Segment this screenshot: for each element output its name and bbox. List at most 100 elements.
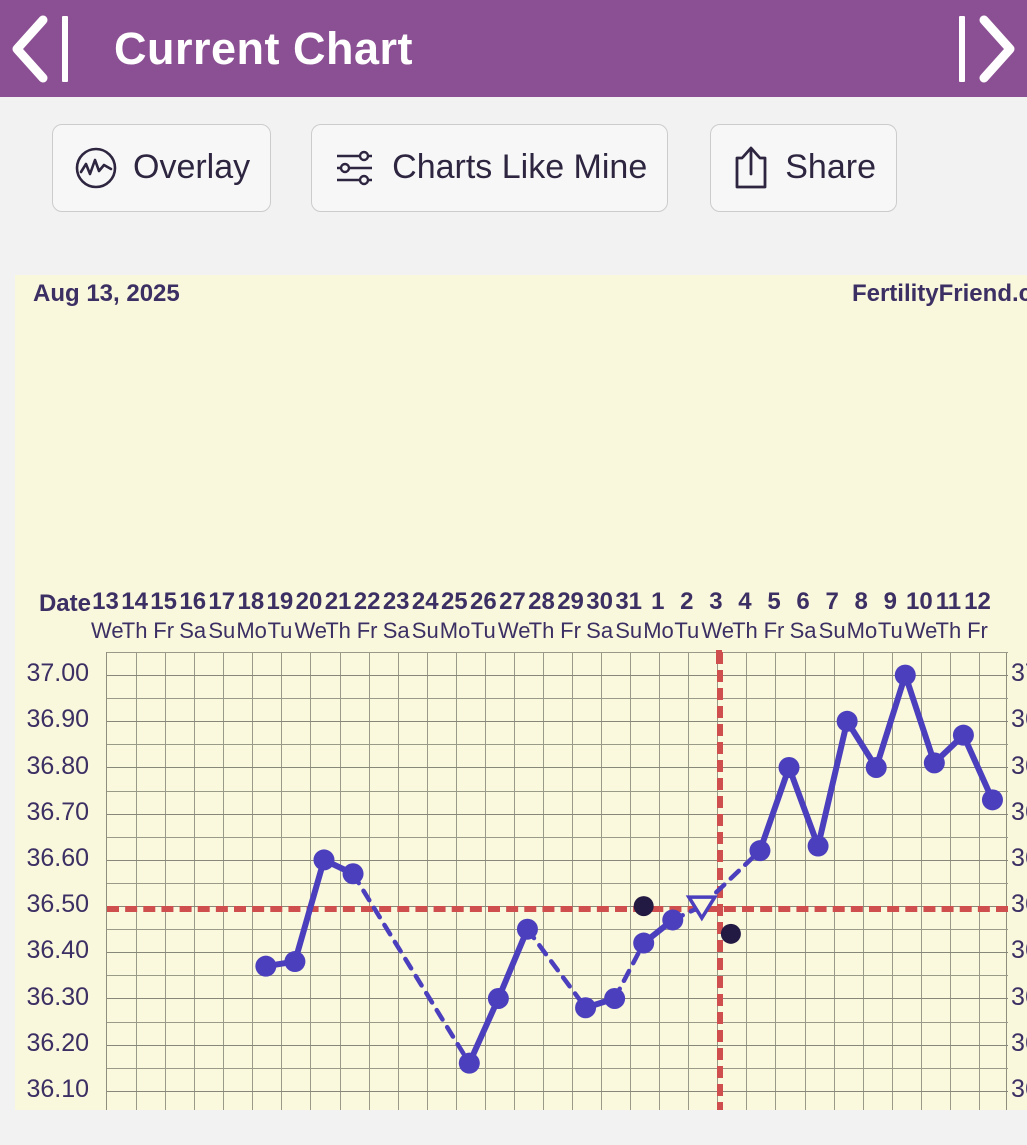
temp-point[interactable] bbox=[865, 757, 887, 778]
weekday-cell: Tu bbox=[470, 618, 496, 643]
discarded-temp-point[interactable] bbox=[633, 896, 654, 917]
gridline-horizontal bbox=[107, 975, 1008, 976]
gridline-vertical bbox=[979, 652, 980, 1110]
temp-point[interactable] bbox=[487, 988, 509, 1009]
page-title: Current Chart bbox=[114, 22, 414, 74]
temp-point[interactable] bbox=[836, 710, 858, 732]
date-cell: 13 bbox=[92, 588, 119, 615]
date-cell: 25 bbox=[440, 588, 468, 615]
weekday-cell: Su bbox=[615, 618, 643, 643]
gridline-vertical bbox=[281, 652, 282, 1110]
y-axis-tick-left: 36.30 bbox=[26, 982, 89, 1011]
y-axis-tick-right: 36.5 bbox=[1011, 890, 1027, 919]
temp-point[interactable] bbox=[284, 951, 306, 973]
gridline-vertical bbox=[659, 652, 660, 1110]
gridline-horizontal bbox=[107, 767, 1008, 768]
date-cell: 10 bbox=[905, 588, 933, 615]
date-cell: 5 bbox=[767, 588, 781, 615]
weekday-cell: We bbox=[91, 618, 124, 643]
gridline-vertical bbox=[601, 652, 602, 1110]
weekday-cell: We bbox=[904, 618, 938, 643]
temp-point[interactable] bbox=[778, 757, 800, 778]
weekday-cell: We bbox=[294, 618, 328, 643]
y-axis-tick-left: 36.20 bbox=[26, 1028, 89, 1057]
charts-like-mine-button[interactable]: Charts Like Mine bbox=[311, 123, 669, 212]
weekday-cell: Th bbox=[732, 618, 758, 643]
temp-point[interactable] bbox=[516, 918, 538, 940]
y-axis-tick-right: 36.2 bbox=[1011, 1028, 1027, 1057]
temp-point[interactable] bbox=[894, 664, 916, 686]
chevron-left-icon bbox=[9, 14, 53, 84]
ovulation-line bbox=[717, 652, 724, 1110]
temp-point[interactable] bbox=[458, 1052, 480, 1074]
gridline-vertical bbox=[863, 652, 864, 1110]
gridline-horizontal bbox=[107, 698, 1008, 699]
weekday-cell: Fr bbox=[763, 618, 785, 643]
weekday-cell: Mo bbox=[846, 618, 878, 643]
overlay-button[interactable]: Overlay bbox=[52, 123, 272, 212]
temp-segment-dashed bbox=[525, 926, 588, 1010]
chart-brand-label: FertilityFriend.c bbox=[851, 280, 1027, 307]
y-axis-tick-left: 37.00 bbox=[26, 659, 89, 688]
temp-point[interactable] bbox=[981, 789, 1003, 811]
coverline bbox=[107, 906, 1008, 913]
weekday-row: We Th Fr Sa Su Mo Tu We Th Fr Sa Su Mo Tu We Th Fr Sa Su Mo… bbox=[91, 618, 992, 644]
gridline-vertical bbox=[514, 652, 515, 1110]
forward-button[interactable] bbox=[965, 0, 1027, 97]
y-axis-tick-left: 36.40 bbox=[26, 936, 89, 965]
temp-point-open-marker[interactable] bbox=[685, 895, 718, 922]
gridline-vertical bbox=[310, 652, 311, 1110]
date-cell: 17 bbox=[208, 588, 236, 615]
gridline-horizontal bbox=[107, 791, 1008, 792]
gridline-horizontal bbox=[107, 952, 1008, 953]
temp-point[interactable] bbox=[342, 863, 364, 885]
weekday-cell: Th bbox=[528, 618, 555, 643]
temp-point[interactable] bbox=[749, 840, 771, 862]
gridline-vertical bbox=[223, 652, 224, 1110]
temp-point[interactable] bbox=[575, 997, 597, 1019]
date-cell: 11 bbox=[935, 588, 962, 615]
gridline-vertical bbox=[746, 652, 747, 1110]
sliders-icon bbox=[332, 147, 378, 189]
temp-point[interactable] bbox=[313, 849, 335, 871]
date-cell: 21 bbox=[324, 588, 352, 615]
gridline-horizontal bbox=[107, 998, 1008, 999]
gridline-vertical bbox=[485, 652, 486, 1110]
date-cell: 3 bbox=[709, 588, 723, 615]
gridline-vertical bbox=[805, 652, 806, 1110]
gridline-horizontal bbox=[107, 675, 1008, 676]
weekday-cell: Fr bbox=[153, 618, 175, 643]
y-axis-tick-left: 36.90 bbox=[26, 705, 89, 734]
weekday-cell: Sa bbox=[179, 618, 207, 643]
gridline-horizontal bbox=[107, 744, 1008, 745]
gridline-vertical bbox=[892, 652, 893, 1110]
temp-point[interactable] bbox=[604, 988, 626, 1009]
share-button[interactable]: Share bbox=[710, 123, 897, 212]
temp-point[interactable] bbox=[807, 835, 829, 857]
gridline-vertical bbox=[456, 652, 457, 1110]
date-cell: 28 bbox=[528, 588, 555, 615]
y-axis-tick-left: 36.80 bbox=[26, 751, 89, 780]
overlay-wave-circle-icon bbox=[73, 145, 119, 191]
weekday-cell: We bbox=[497, 618, 531, 643]
temp-point[interactable] bbox=[662, 909, 684, 931]
temp-point[interactable] bbox=[633, 932, 655, 954]
weekday-cell: Sa bbox=[382, 618, 410, 643]
gridline-horizontal bbox=[107, 1022, 1008, 1023]
chevron-right-icon bbox=[974, 14, 1018, 84]
gridline-vertical bbox=[194, 652, 195, 1110]
weekday-cell: Th bbox=[121, 618, 148, 643]
back-button[interactable] bbox=[0, 0, 62, 97]
gridline-vertical bbox=[165, 652, 166, 1110]
discarded-temp-point[interactable] bbox=[720, 923, 741, 944]
temp-point[interactable] bbox=[255, 955, 277, 977]
y-axis-tick-right: 37.0 bbox=[1011, 659, 1027, 688]
gridline-vertical bbox=[572, 652, 573, 1110]
date-cell: 9 bbox=[883, 588, 897, 615]
temp-point[interactable] bbox=[923, 752, 945, 774]
gridline-vertical bbox=[543, 652, 544, 1110]
date-cell: 16 bbox=[179, 588, 207, 615]
temp-point[interactable] bbox=[952, 724, 974, 746]
gridline-vertical bbox=[921, 652, 922, 1110]
weekday-cell: Tu bbox=[267, 618, 293, 643]
